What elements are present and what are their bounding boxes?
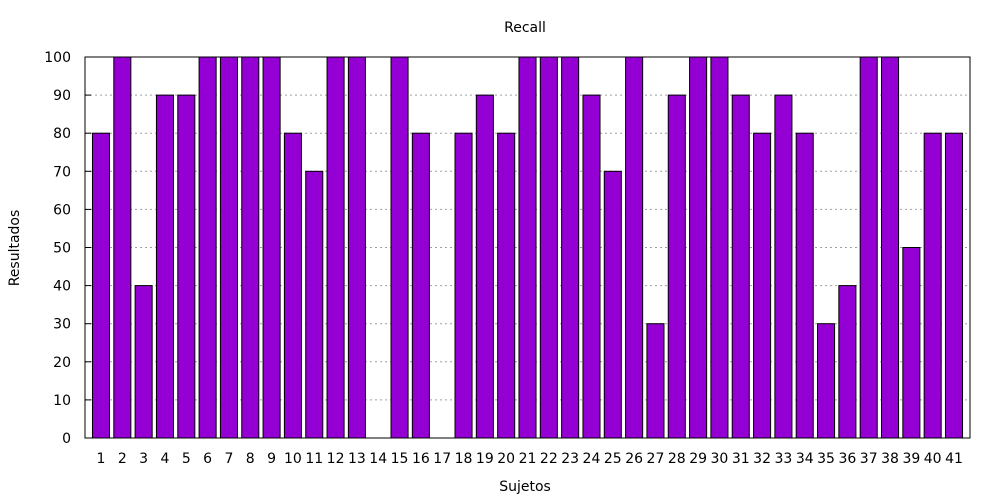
bar-23 — [561, 56, 580, 439]
y-tick-label: 0 — [62, 431, 71, 447]
bar-35 — [817, 323, 836, 439]
x-tick-label: 14 — [369, 451, 387, 467]
x-tick-label: 34 — [796, 451, 814, 467]
bar-38 — [881, 56, 900, 439]
bar-25 — [603, 170, 622, 439]
x-tick-label: 18 — [455, 451, 473, 467]
bar-32 — [753, 132, 772, 439]
bar-36 — [838, 285, 857, 439]
bar-28 — [667, 94, 686, 439]
bar-41 — [944, 132, 964, 439]
bar-29 — [689, 56, 708, 439]
y-tick-label: 40 — [53, 279, 71, 295]
bar-6 — [198, 56, 217, 439]
y-tick-label: 20 — [53, 355, 71, 371]
x-tick-label: 29 — [689, 451, 707, 467]
bar-21 — [518, 56, 537, 439]
y-tick-label: 80 — [53, 126, 71, 142]
y-tick-label: 100 — [44, 50, 71, 66]
y-tick-label: 50 — [53, 241, 71, 257]
bar-5 — [177, 94, 196, 439]
bar-7 — [219, 56, 238, 439]
y-tick-label: 90 — [53, 88, 71, 104]
bar-34 — [795, 132, 814, 439]
x-tick-labels: 1 2 3 4 5 6 7 8 9 10 11 12 13 14 15 16 17 18 19 20 21 22 23 24 2… — [97, 451, 963, 467]
bar-9 — [262, 56, 281, 439]
x-tick-label: 6 — [203, 451, 212, 467]
x-tick-label: 16 — [412, 451, 430, 467]
bars — [91, 56, 964, 439]
y-tick-label: 60 — [53, 202, 71, 218]
x-axis-label: Sujetos — [499, 479, 551, 495]
plot-frame — [84, 56, 971, 439]
bar-12 — [326, 56, 345, 439]
y-tick-label: 10 — [53, 393, 71, 409]
x-tick-label: 8 — [246, 451, 255, 467]
bar-39 — [902, 247, 921, 439]
y-tick-label: 30 — [53, 317, 71, 333]
bar-10 — [283, 132, 302, 439]
bar-37 — [859, 56, 878, 439]
y-axis-label: Resultados — [7, 210, 23, 287]
x-tick-label: 40 — [924, 451, 942, 467]
bar-15 — [390, 56, 409, 439]
x-tick-label: 20 — [497, 451, 515, 467]
x-tick-label: 35 — [817, 451, 835, 467]
x-tick-label: 23 — [561, 451, 579, 467]
x-tick-label: 7 — [224, 451, 233, 467]
bar-3 — [134, 285, 153, 439]
bar-16 — [411, 132, 430, 439]
x-tick-label: 32 — [753, 451, 771, 467]
x-tick-label: 9 — [267, 451, 276, 467]
x-tick-label: 1 — [97, 451, 106, 467]
bar-19 — [475, 94, 494, 439]
chart-title: Recall — [504, 20, 546, 36]
x-tick-label: 12 — [327, 451, 345, 467]
x-tick-label: 3 — [139, 451, 148, 467]
x-tick-label: 13 — [348, 451, 366, 467]
bar-40 — [923, 132, 942, 439]
x-tick-label: 24 — [583, 451, 601, 467]
x-tick-label: 27 — [647, 451, 665, 467]
x-tick-label: 4 — [161, 451, 170, 467]
bar-2 — [113, 56, 132, 439]
x-tick-label: 28 — [668, 451, 686, 467]
bar-31 — [731, 94, 750, 439]
x-tick-label: 25 — [604, 451, 622, 467]
x-tick-label: 11 — [305, 451, 323, 467]
x-tick-label: 39 — [902, 451, 920, 467]
bar-20 — [497, 132, 516, 439]
bar-18 — [454, 132, 473, 439]
y-tick-labels: 0 10 20 30 40 50 60 70 80 90 100 — [44, 50, 71, 447]
x-tick-label: 2 — [118, 451, 127, 467]
x-tick-label: 26 — [625, 451, 643, 467]
x-tick-label: 38 — [881, 451, 899, 467]
bar-27 — [646, 323, 665, 439]
x-tick-label: 37 — [860, 451, 878, 467]
bar-11 — [305, 170, 324, 439]
bar-4 — [155, 94, 174, 439]
x-tick-label: 31 — [732, 451, 750, 467]
x-tick-label: 15 — [391, 451, 409, 467]
x-tick-label: 22 — [540, 451, 558, 467]
y-tick-label: 70 — [53, 164, 71, 180]
bar-26 — [625, 56, 644, 439]
x-tick-label: 21 — [519, 451, 537, 467]
bar-13 — [347, 56, 366, 439]
bar-30 — [710, 56, 729, 439]
bar-33 — [774, 94, 793, 439]
x-tick-label: 30 — [711, 451, 729, 467]
bar-24 — [582, 94, 601, 439]
x-tick-label: 5 — [182, 451, 191, 467]
bar-8 — [241, 56, 260, 439]
x-tick-label: 17 — [433, 451, 451, 467]
bar-1 — [91, 132, 111, 439]
bar-22 — [539, 56, 558, 439]
x-tick-label: 10 — [284, 451, 302, 467]
x-tick-label: 41 — [945, 451, 963, 467]
x-tick-label: 33 — [774, 451, 792, 467]
x-tick-label: 36 — [838, 451, 856, 467]
x-tick-label: 19 — [476, 451, 494, 467]
